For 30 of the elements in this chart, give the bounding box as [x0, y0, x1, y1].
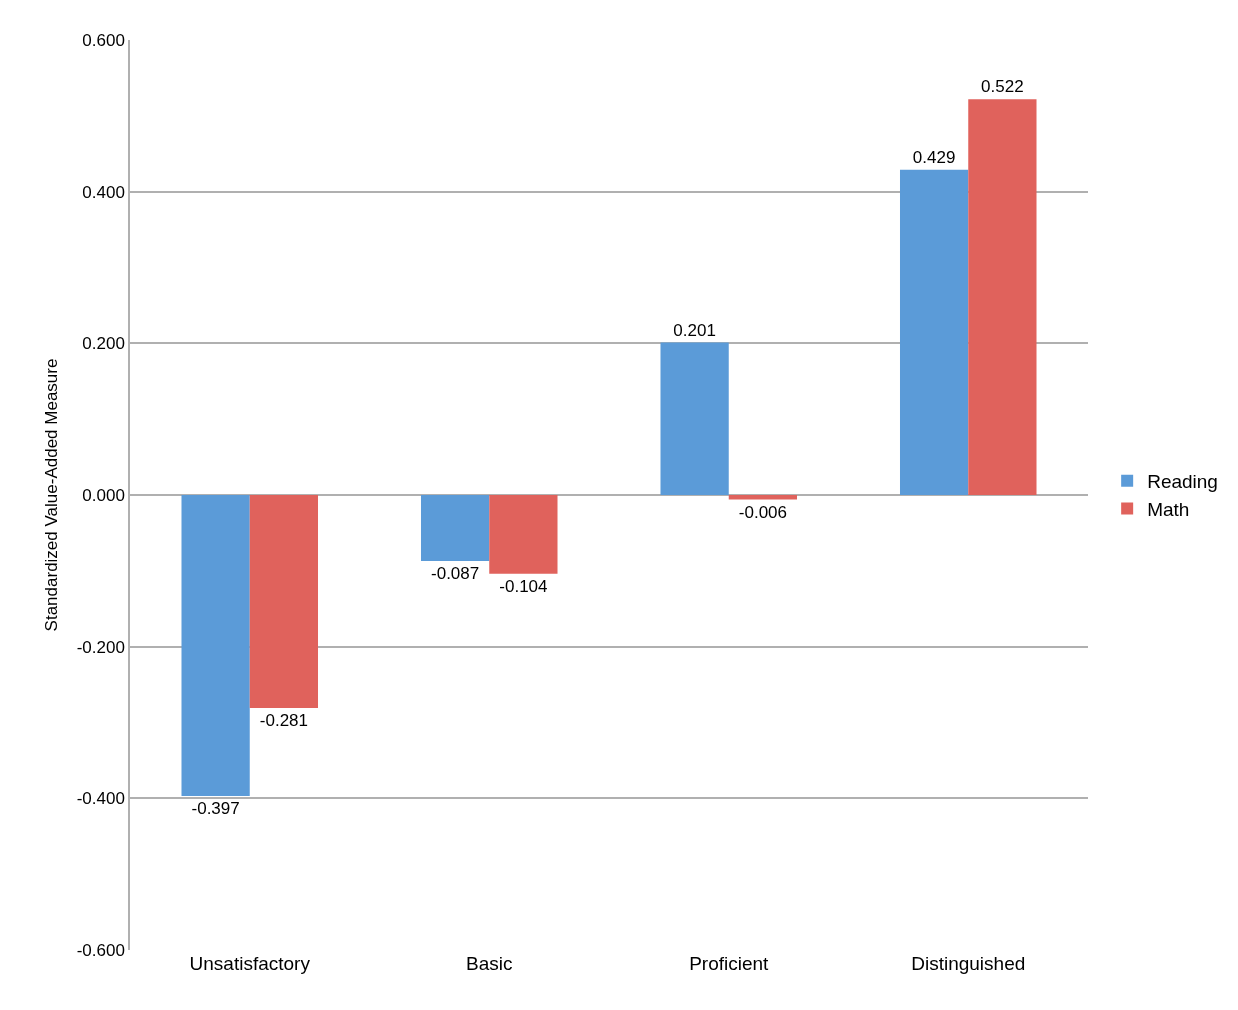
- bar: [489, 495, 558, 574]
- bar: [181, 495, 250, 797]
- data-label: 0.429: [912, 147, 956, 167]
- y-tick-label: 0.400: [82, 182, 125, 202]
- y-axis-title: Standardized Value-Added Measure: [41, 358, 61, 632]
- x-tick-label: Distinguished: [911, 953, 1026, 974]
- data-label: -0.087: [431, 563, 480, 583]
- bar: [420, 495, 490, 561]
- bar: [968, 99, 1037, 495]
- data-label: 0.201: [673, 320, 716, 340]
- legend-label: Reading: [1147, 471, 1218, 493]
- bar: [249, 495, 319, 709]
- data-label: -0.397: [191, 799, 240, 819]
- x-tick-label: Basic: [466, 953, 513, 974]
- y-tick-label: -0.600: [76, 940, 125, 960]
- data-label: -0.104: [499, 576, 548, 596]
- data-label: -0.006: [738, 502, 787, 522]
- bar: [899, 169, 969, 495]
- legend-label: Math: [1147, 498, 1190, 520]
- y-tick-label: 0.200: [82, 334, 125, 354]
- x-tick-label: Unsatisfactory: [189, 953, 311, 974]
- bar: [728, 495, 798, 500]
- y-tick-label: -0.400: [76, 789, 125, 809]
- x-tick-label: Proficient: [689, 953, 770, 974]
- y-tick-label: -0.200: [76, 637, 125, 657]
- data-label: -0.281: [259, 711, 308, 731]
- y-tick-label: 0.600: [82, 30, 125, 50]
- data-label: 0.522: [981, 77, 1024, 97]
- y-tick-label: 0.000: [82, 485, 125, 505]
- bar: [660, 342, 729, 495]
